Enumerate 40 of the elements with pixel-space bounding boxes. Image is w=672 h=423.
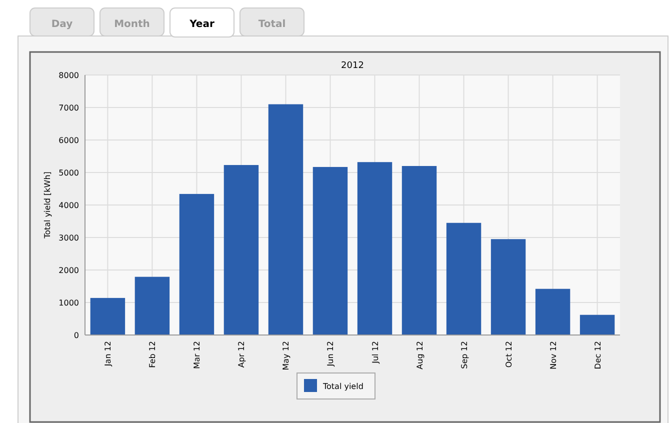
bar [446, 222, 482, 335]
y-tick-label: 2000 [58, 266, 79, 275]
x-tick-label: May 12 [282, 341, 291, 370]
x-tick-label: Apr 12 [237, 341, 246, 368]
bar [357, 162, 392, 335]
y-axis-title: Total yield [kWh] [43, 172, 52, 240]
x-tick-label: Nov 12 [548, 341, 558, 370]
y-tick-label: 1000 [58, 298, 79, 308]
bar [224, 165, 259, 335]
text: Year [188, 19, 214, 30]
y-tick-label: 7000 [58, 104, 79, 112]
bar [268, 104, 304, 335]
legend-label: Total yield [322, 382, 364, 391]
bar [535, 288, 570, 335]
x-tick-label: Jun 12 [326, 341, 336, 368]
x-tick-label: Oct 12 [504, 341, 514, 368]
bar [402, 166, 437, 335]
bar [490, 239, 526, 335]
text: Total [258, 19, 286, 30]
y-tick-label: 5000 [58, 168, 79, 178]
bar [312, 166, 348, 335]
chart-title: 2012 [341, 61, 364, 71]
bar [179, 194, 214, 335]
x-tick-label: Feb 12 [148, 341, 158, 368]
y-tick-label: 0 [74, 331, 79, 340]
y-tick-label: 8000 [58, 71, 79, 80]
y-tick-label: 3000 [58, 234, 79, 242]
y-tick-label: 6000 [58, 136, 79, 145]
bar [90, 298, 126, 335]
text: Day [51, 19, 74, 30]
bar [580, 314, 615, 335]
bar [134, 276, 170, 335]
x-tick-label: Sep 12 [460, 341, 469, 369]
text: Month [114, 19, 150, 30]
x-tick-label: Aug 12 [415, 341, 424, 370]
x-tick-label: Jul 12 [370, 341, 380, 364]
x-tick-label: Mar 12 [192, 341, 202, 369]
y-tick-label: 4000 [58, 201, 79, 210]
x-tick-label: Jan 12 [104, 341, 113, 368]
x-tick-label: Dec 12 [593, 341, 602, 370]
